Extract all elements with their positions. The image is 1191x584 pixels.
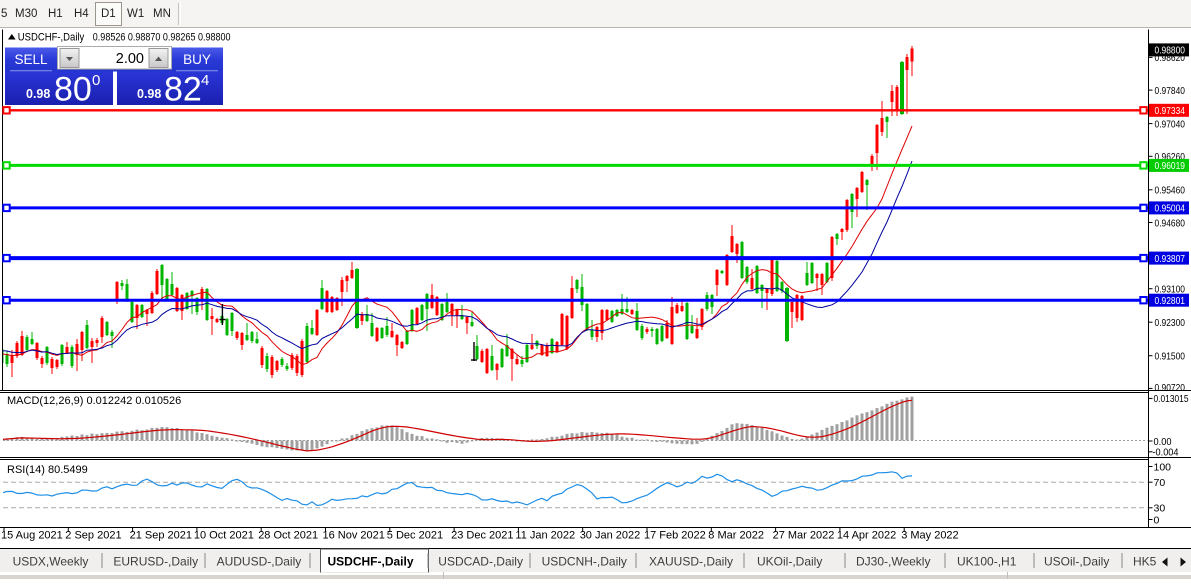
svg-text:70: 70 bbox=[1154, 477, 1166, 489]
svg-text:EURUSD-,Daily: EURUSD-,Daily bbox=[113, 555, 198, 569]
svg-text:23 Dec 2021: 23 Dec 2021 bbox=[451, 530, 513, 542]
svg-text:0.90720: 0.90720 bbox=[1155, 382, 1186, 394]
svg-text:14 Apr 2022: 14 Apr 2022 bbox=[837, 530, 896, 542]
svg-text:HK5: HK5 bbox=[1133, 555, 1157, 569]
svg-text:5 Dec 2021: 5 Dec 2021 bbox=[387, 530, 443, 542]
svg-text:0.92801: 0.92801 bbox=[1155, 295, 1186, 307]
svg-text:30: 30 bbox=[1154, 502, 1166, 514]
svg-text:DJ30-,Weekly: DJ30-,Weekly bbox=[856, 555, 930, 569]
svg-text:USDCHF-,Daily: USDCHF-,Daily bbox=[328, 555, 414, 569]
svg-text:0.96019: 0.96019 bbox=[1155, 160, 1186, 172]
svg-text:M30: M30 bbox=[15, 8, 37, 20]
svg-text:H4: H4 bbox=[74, 8, 89, 20]
svg-text:21 Sep 2021: 21 Sep 2021 bbox=[130, 530, 192, 542]
svg-text:MN: MN bbox=[153, 8, 171, 20]
svg-text:8 Mar 2022: 8 Mar 2022 bbox=[708, 530, 764, 542]
svg-text:USDX,Weekly: USDX,Weekly bbox=[13, 555, 89, 569]
svg-text:27 Mar 2022: 27 Mar 2022 bbox=[773, 530, 835, 542]
svg-text:UK100-,H1: UK100-,H1 bbox=[957, 555, 1017, 569]
svg-text:0.97840: 0.97840 bbox=[1155, 85, 1186, 97]
svg-text:5: 5 bbox=[1, 8, 7, 20]
svg-text:USDCNH-,Daily: USDCNH-,Daily bbox=[542, 555, 627, 569]
svg-text:MACD(12,26,9) 0.012242 0.01052: MACD(12,26,9) 0.012242 0.010526 bbox=[7, 395, 181, 407]
svg-text:UKOil-,Daily: UKOil-,Daily bbox=[757, 555, 822, 569]
svg-text:D1: D1 bbox=[101, 8, 116, 20]
svg-text:0.92300: 0.92300 bbox=[1155, 317, 1186, 329]
svg-text:USDCHF-,Daily: USDCHF-,Daily bbox=[18, 32, 85, 44]
svg-text:30 Jan 2022: 30 Jan 2022 bbox=[580, 530, 641, 542]
svg-text:0.013015: 0.013015 bbox=[1154, 393, 1189, 405]
svg-text:0.98620: 0.98620 bbox=[1155, 52, 1186, 64]
svg-text:100: 100 bbox=[1154, 461, 1172, 473]
svg-text:XAUUSD-,Daily: XAUUSD-,Daily bbox=[649, 555, 733, 569]
svg-text:28 Oct 2021: 28 Oct 2021 bbox=[258, 530, 318, 542]
svg-text:0.91500: 0.91500 bbox=[1155, 351, 1186, 363]
svg-text:0.93807: 0.93807 bbox=[1155, 253, 1186, 265]
svg-text:0.93100: 0.93100 bbox=[1155, 284, 1186, 296]
svg-text:0.00: 0.00 bbox=[1154, 436, 1172, 448]
svg-text:USDCAD-,Daily: USDCAD-,Daily bbox=[438, 555, 523, 569]
svg-text:BUY: BUY bbox=[183, 52, 211, 67]
svg-text:17 Feb 2022: 17 Feb 2022 bbox=[644, 530, 706, 542]
svg-text:2.00: 2.00 bbox=[116, 51, 144, 67]
svg-text:2 Sep 2021: 2 Sep 2021 bbox=[65, 530, 121, 542]
svg-text:0: 0 bbox=[1154, 514, 1160, 526]
svg-text:80: 80 bbox=[54, 71, 92, 109]
svg-text:11 Jan 2022: 11 Jan 2022 bbox=[515, 530, 575, 542]
svg-text:-0.004: -0.004 bbox=[1153, 446, 1179, 458]
svg-text:RSI(14) 80.5499: RSI(14) 80.5499 bbox=[7, 464, 88, 476]
svg-text:0.95004: 0.95004 bbox=[1155, 203, 1186, 215]
svg-text:0.98526 0.98870 0.98265 0.9880: 0.98526 0.98870 0.98265 0.98800 bbox=[93, 32, 231, 44]
svg-text:0.94680: 0.94680 bbox=[1155, 217, 1186, 229]
svg-text:15 Aug 2021: 15 Aug 2021 bbox=[1, 530, 63, 542]
svg-text:0.98: 0.98 bbox=[26, 87, 50, 101]
svg-text:4: 4 bbox=[201, 72, 209, 89]
svg-text:10 Oct 2021: 10 Oct 2021 bbox=[194, 530, 254, 542]
svg-text:AUDUSD-,Daily: AUDUSD-,Daily bbox=[217, 555, 302, 569]
svg-text:3 May 2022: 3 May 2022 bbox=[901, 530, 958, 542]
svg-text:0.98: 0.98 bbox=[137, 87, 161, 101]
svg-text:0.98800: 0.98800 bbox=[1155, 45, 1186, 57]
svg-text:W1: W1 bbox=[127, 8, 144, 20]
svg-text:0.97040: 0.97040 bbox=[1155, 118, 1186, 130]
svg-text:0.97334: 0.97334 bbox=[1155, 105, 1186, 117]
svg-text:SELL: SELL bbox=[14, 52, 48, 67]
svg-text:USOil-,Daily: USOil-,Daily bbox=[1044, 555, 1109, 569]
svg-text:0: 0 bbox=[92, 72, 100, 89]
svg-text:82: 82 bbox=[164, 71, 202, 109]
svg-text:16 Nov 2021: 16 Nov 2021 bbox=[323, 530, 385, 542]
svg-text:H1: H1 bbox=[48, 8, 63, 20]
svg-text:0.95460: 0.95460 bbox=[1155, 185, 1186, 197]
